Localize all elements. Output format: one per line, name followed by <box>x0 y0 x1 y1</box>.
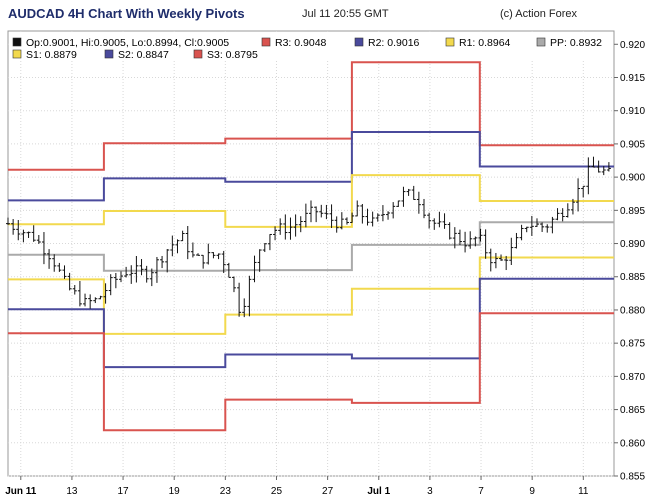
x-tick-label: Jun 11 <box>5 486 37 497</box>
legend-label-r2: R2: 0.9016 <box>368 37 420 49</box>
price-bars <box>6 156 611 318</box>
y-tick-label: 0.895 <box>620 206 645 217</box>
x-tick-label: 3 <box>427 486 433 497</box>
legend-swatch-s2 <box>104 49 114 59</box>
plot-frame <box>7 30 615 477</box>
legend-label-r3: R3: 0.9048 <box>275 37 327 49</box>
legend-swatch-r1 <box>445 37 455 47</box>
y-tick-label: 0.905 <box>620 139 645 150</box>
legend-label-pp: PP: 0.8932 <box>550 37 602 49</box>
pivot-line-pp <box>8 221 614 272</box>
y-tick-label: 0.880 <box>620 305 645 316</box>
x-tick-label: 7 <box>478 486 484 497</box>
legend-label-r1: R1: 0.8964 <box>459 37 511 49</box>
credit-text: (c) Action Forex <box>500 8 578 20</box>
pivot-line-s1 <box>8 256 614 335</box>
legend-swatch-r3 <box>261 37 271 47</box>
legend-swatch-r2 <box>354 37 364 47</box>
chart-header: AUDCAD 4H Chart With Weekly Pivots Jul 1… <box>0 0 650 30</box>
x-tick-label: 25 <box>271 486 283 497</box>
y-tick-label: 0.865 <box>620 405 645 416</box>
legend-swatch-s3 <box>193 49 203 59</box>
y-tick-label: 0.920 <box>620 40 645 51</box>
chart-title: AUDCAD 4H Chart With Weekly Pivots <box>8 6 245 21</box>
y-tick-label: 0.890 <box>620 239 645 250</box>
x-tick-label: 11 <box>578 486 589 497</box>
pivot-line-r1 <box>8 174 614 228</box>
y-tick-label: 0.860 <box>620 438 645 449</box>
legend: Op:0.9001, Hi:0.9005, Lo:0.8994, Cl:0.90… <box>12 37 602 61</box>
legend-label-ohlc: Op:0.9001, Hi:0.9005, Lo:0.8994, Cl:0.90… <box>26 37 229 49</box>
x-tick-label: 27 <box>322 486 334 497</box>
legend-label-s1: S1: 0.8879 <box>26 49 77 61</box>
timestamp: Jul 11 20:55 GMT <box>302 8 389 20</box>
y-tick-label: 0.855 <box>620 472 645 483</box>
legend-label-s2: S2: 0.8847 <box>118 49 169 61</box>
legend-swatch-ohlc <box>12 37 22 47</box>
pivot-lines <box>8 61 614 432</box>
y-tick-label: 0.875 <box>620 339 645 350</box>
y-axis: 0.920 0.915 0.910 0.905 0.900 0.895 0.890 0.885… <box>614 40 645 483</box>
y-tick-label: 0.885 <box>620 272 645 283</box>
x-tick-label: 17 <box>118 486 130 497</box>
y-tick-label: 0.870 <box>620 372 645 383</box>
y-tick-label: 0.900 <box>620 173 645 184</box>
y-tick-label: 0.910 <box>620 106 645 117</box>
legend-swatch-s1 <box>12 49 22 59</box>
x-tick-label: 19 <box>169 486 181 497</box>
x-tick-label: 9 <box>529 486 535 497</box>
pivot-line-r3 <box>8 61 614 171</box>
legend-label-s3: S3: 0.8795 <box>207 49 258 61</box>
x-tick-label: 13 <box>66 486 78 497</box>
x-tick-label: Jul 1 <box>367 486 390 497</box>
y-tick-label: 0.915 <box>620 73 645 84</box>
x-tick-label: 23 <box>220 486 232 497</box>
legend-swatch-pp <box>536 37 546 47</box>
x-axis: Jun 11 13 17 19 23 25 27 Jul 1 3 7 9 11 <box>5 476 589 497</box>
pivot-line-r2 <box>8 131 614 202</box>
pivot-line-s3 <box>8 312 614 432</box>
